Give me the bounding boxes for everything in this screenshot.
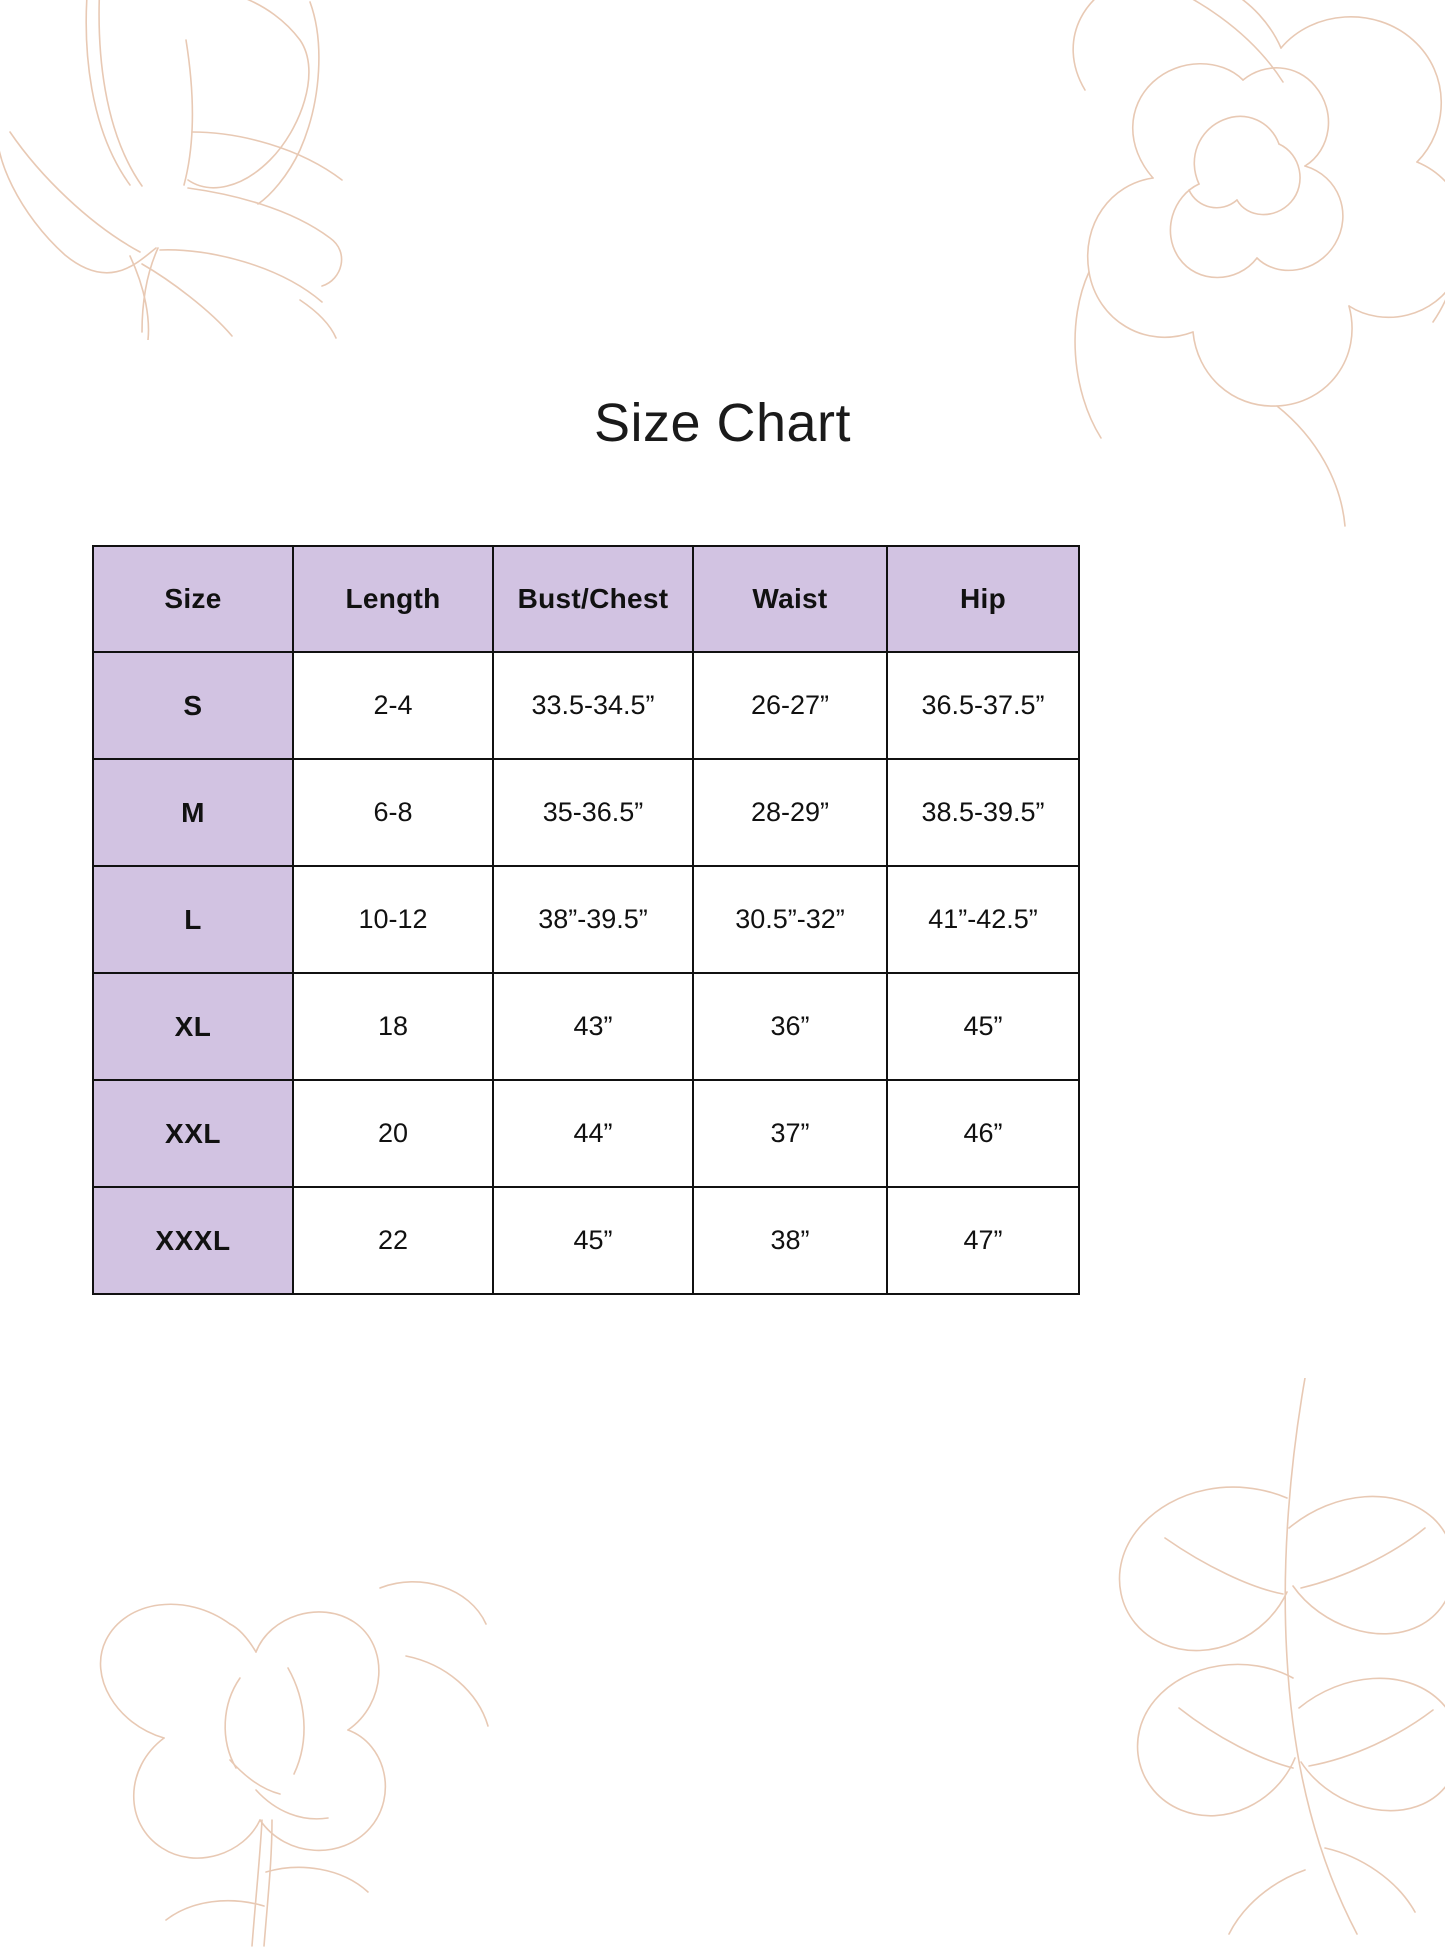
table-row: M 6-8 35-36.5” 28-29” 38.5-39.5” — [92, 758, 1080, 867]
column-header-waist: Waist — [692, 545, 888, 653]
table-header-row: Size Length Bust/Chest Waist Hip — [92, 545, 1080, 653]
cell-bust: 43” — [492, 972, 694, 1081]
cell-waist: 30.5”-32” — [692, 865, 888, 974]
size-chart-table: Size Length Bust/Chest Waist Hip S 2-4 3… — [92, 545, 1080, 1295]
floral-bottom-right-decoration — [1005, 1378, 1445, 1938]
cell-waist: 28-29” — [692, 758, 888, 867]
cell-bust: 45” — [492, 1186, 694, 1295]
cell-waist: 38” — [692, 1186, 888, 1295]
table-row: XXXL 22 45” 38” 47” — [92, 1186, 1080, 1295]
cell-hip: 41”-42.5” — [886, 865, 1080, 974]
cell-size: XL — [92, 972, 294, 1081]
table-row: XL 18 43” 36” 45” — [92, 972, 1080, 1081]
cell-waist: 36” — [692, 972, 888, 1081]
cell-length: 20 — [292, 1079, 494, 1188]
page-title: Size Chart — [593, 393, 852, 453]
cell-length: 2-4 — [292, 651, 494, 760]
cell-size: M — [92, 758, 294, 867]
cell-hip: 45” — [886, 972, 1080, 1081]
cell-hip: 46” — [886, 1079, 1080, 1188]
cell-waist: 26-27” — [692, 651, 888, 760]
table-row: L 10-12 38”-39.5” 30.5”-32” 41”-42.5” — [92, 865, 1080, 974]
cell-hip: 36.5-37.5” — [886, 651, 1080, 760]
cell-bust: 33.5-34.5” — [492, 651, 694, 760]
cell-hip: 38.5-39.5” — [886, 758, 1080, 867]
cell-bust: 38”-39.5” — [492, 865, 694, 974]
cell-waist: 37” — [692, 1079, 888, 1188]
cell-bust: 35-36.5” — [492, 758, 694, 867]
cell-size: XXXL — [92, 1186, 294, 1295]
column-header-bust: Bust/Chest — [492, 545, 694, 653]
cell-length: 18 — [292, 972, 494, 1081]
cell-size: S — [92, 651, 294, 760]
cell-length: 6-8 — [292, 758, 494, 867]
size-chart-table-container: Size Length Bust/Chest Waist Hip S 2-4 3… — [92, 545, 1080, 1295]
column-header-size: Size — [92, 545, 294, 653]
table-row: XXL 20 44” 37” 46” — [92, 1079, 1080, 1188]
floral-top-left-decoration — [0, 0, 370, 340]
column-header-hip: Hip — [886, 545, 1080, 653]
cell-hip: 47” — [886, 1186, 1080, 1295]
cell-size: XXL — [92, 1079, 294, 1188]
floral-bottom-left-decoration — [80, 1528, 500, 1948]
column-header-length: Length — [292, 545, 494, 653]
cell-size: L — [92, 865, 294, 974]
cell-length: 10-12 — [292, 865, 494, 974]
cell-length: 22 — [292, 1186, 494, 1295]
cell-bust: 44” — [492, 1079, 694, 1188]
table-row: S 2-4 33.5-34.5” 26-27” 36.5-37.5” — [92, 651, 1080, 760]
